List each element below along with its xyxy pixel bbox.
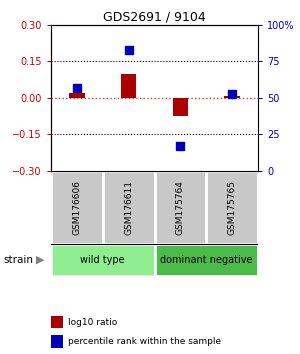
Bar bbox=[224, 96, 240, 98]
Bar bbox=[154, 244, 258, 276]
Point bbox=[230, 91, 235, 96]
Text: GSM176611: GSM176611 bbox=[124, 180, 133, 235]
Text: log10 ratio: log10 ratio bbox=[68, 318, 117, 327]
Point bbox=[126, 47, 131, 52]
Text: ▶: ▶ bbox=[36, 255, 44, 265]
Text: GSM175765: GSM175765 bbox=[228, 180, 237, 235]
Bar bbox=[206, 171, 258, 244]
Text: wild type: wild type bbox=[80, 255, 125, 265]
Bar bbox=[103, 171, 154, 244]
Text: percentile rank within the sample: percentile rank within the sample bbox=[68, 337, 220, 346]
Text: GSM176606: GSM176606 bbox=[72, 180, 81, 235]
Point bbox=[178, 143, 183, 149]
Point bbox=[74, 85, 79, 91]
Bar bbox=[172, 98, 188, 116]
Bar bbox=[121, 74, 136, 98]
Text: dominant negative: dominant negative bbox=[160, 255, 253, 265]
Bar bbox=[51, 244, 154, 276]
Bar bbox=[51, 171, 103, 244]
Bar bbox=[154, 171, 206, 244]
Bar bbox=[69, 93, 85, 98]
Title: GDS2691 / 9104: GDS2691 / 9104 bbox=[103, 11, 206, 24]
Text: GSM175764: GSM175764 bbox=[176, 180, 185, 235]
Text: strain: strain bbox=[3, 255, 33, 265]
